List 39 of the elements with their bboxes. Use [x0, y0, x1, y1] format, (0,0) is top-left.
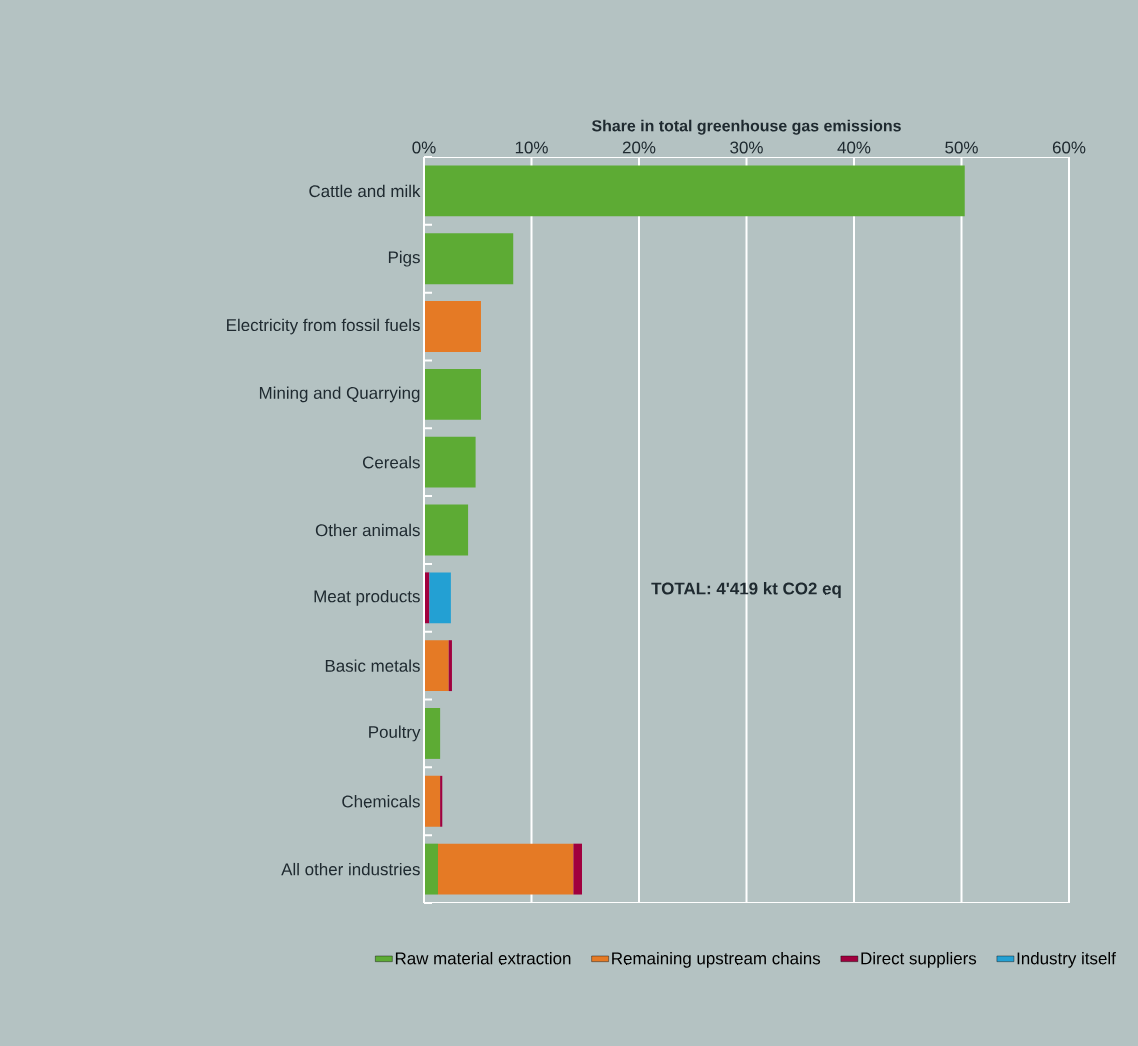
bar	[437, 843, 574, 895]
y-tick-label: Basic metals	[325, 659, 420, 672]
x-tick-label: 20%	[622, 141, 656, 154]
bar	[424, 301, 481, 352]
bar	[573, 843, 583, 895]
x-tick-label: 50%	[945, 141, 978, 154]
y-tick-label: Chemicals	[342, 795, 420, 808]
bar	[424, 640, 449, 692]
bar	[424, 775, 441, 827]
legend-label: Raw material extraction	[395, 951, 571, 965]
y-tick-label: Poultry	[369, 725, 421, 742]
x-axis-title: Share in total greenhouse gas emissions	[591, 119, 901, 135]
y-tick-label: Cereals	[362, 455, 420, 469]
bar	[424, 233, 514, 285]
bar	[429, 572, 451, 624]
legend-label: Direct suppliers	[861, 951, 977, 968]
y-tick-label: All other industries	[281, 862, 420, 876]
x-tick-label: 60%	[1052, 141, 1086, 154]
bar	[424, 165, 965, 217]
bar	[440, 775, 443, 827]
bar	[424, 843, 438, 895]
y-tick-label: Pigs	[388, 250, 420, 267]
x-tick-label: 0%	[412, 141, 436, 154]
x-tick-label: 30%	[730, 141, 763, 154]
bar	[424, 436, 476, 488]
bar	[448, 640, 452, 692]
y-tick-label: Mining and Quarrying	[259, 386, 420, 403]
bar	[424, 368, 481, 420]
bar	[424, 504, 469, 556]
y-tick-label: Meat products	[314, 589, 420, 606]
annotation: TOTAL: 4'419 kt CO2 eq	[651, 582, 841, 598]
x-tick-label: 10%	[515, 141, 548, 154]
y-tick-label: Other animals	[315, 523, 420, 537]
x-tick-label: 40%	[837, 141, 871, 154]
y-tick-label: Cattle and milk	[309, 184, 421, 198]
y-tick-label: Electricity from fossil fuels	[227, 318, 420, 335]
bar	[424, 708, 441, 759]
legend-label: Industry itself	[1017, 951, 1116, 968]
legend-label: Remaining upstream chains	[612, 951, 821, 968]
